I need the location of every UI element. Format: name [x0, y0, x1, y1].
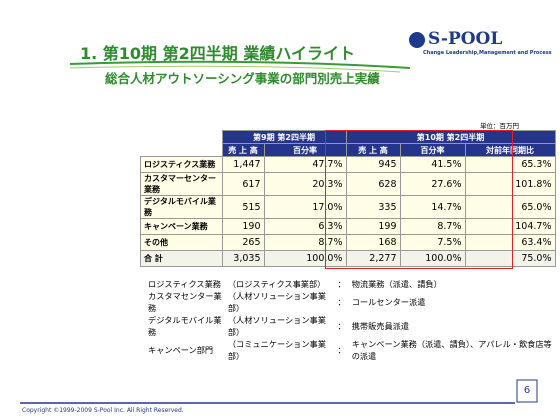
- table: 第9期 第2四半期 第10期 第2四半期売 上 高百分率売 上 高百分率 対前年同期…: [140, 130, 556, 267]
- note-cell: （コミュニケーション事業部）: [227, 339, 326, 361]
- note-row: デジタルモバイル業務 （人材ソリューション事業部） ： 携帯販売員派遣: [148, 314, 560, 338]
- value-cell: 14.7%: [399, 195, 466, 219]
- title: 1. 第10期 第2四半期 業績ハイライト: [80, 44, 356, 63]
- highlight-border: [325, 130, 513, 269]
- column-header: 売 上 高: [221, 143, 265, 157]
- note-row: キャンペーン部門 （コミュニケーション事業部） ： キャンペーン業務（派遣、請負）、ア…: [148, 338, 560, 362]
- table-row: ロジスティクス業務 1,447 47.7% 945 41.5% 65.3%: [140, 156, 556, 173]
- column-header: 売 上 高: [345, 143, 401, 157]
- note-cell: キャンペーン部門: [148, 345, 214, 355]
- column-header: 対前年同期比: [464, 143, 556, 157]
- value-cell: 945: [345, 156, 401, 173]
- row-label: カスタマーセンター業務: [140, 172, 223, 196]
- table-row: デジタルモバイル業務 515 17.0% 335 14.7% 65.0%: [140, 195, 556, 219]
- note-cell: 携帯販売員派遣: [351, 321, 410, 331]
- subtitle: 総合人材アウトソーシング事業の部門別売上実績: [105, 71, 380, 86]
- note-row: ロジスティクス業務 （ロジスティクス事業部） ： 物流業務（派遣、請負）: [148, 277, 560, 290]
- value-cell: 515: [221, 195, 265, 219]
- corner-cell: [140, 130, 222, 157]
- note-cell: ロジスティクス業務: [148, 278, 221, 289]
- row-label: キャンペーン業務: [140, 218, 223, 235]
- value-cell: 7.5%: [399, 234, 466, 251]
- value-cell: 65.3%: [464, 156, 556, 173]
- value-cell: 1,447: [221, 156, 265, 173]
- value-cell: 104.7%: [464, 218, 556, 235]
- value-cell: 190: [221, 218, 265, 235]
- value-cell: 20.3%: [263, 172, 347, 196]
- table-row: その他 265 8.7% 168 7.5% 63.4%: [140, 234, 556, 251]
- row-label: 合 計: [140, 250, 223, 267]
- value-cell: 27.6%: [399, 172, 466, 196]
- value-cell: 3,035: [221, 250, 265, 267]
- note-cell: 物流業務（派遣、請負）: [351, 278, 442, 289]
- value-cell: 265: [221, 234, 265, 251]
- note-cell: ：: [337, 278, 346, 289]
- value-cell: 617: [221, 172, 265, 196]
- note-cell: ：: [337, 297, 346, 307]
- value-cell: 628: [345, 172, 401, 196]
- note-cell: ：: [337, 321, 346, 331]
- note-cell: コールセンター派遣: [351, 297, 426, 307]
- note-cell: （人材ソリューション事業部）: [227, 315, 326, 337]
- value-cell: 63.4%: [464, 234, 556, 251]
- note-cell: デジタルモバイル業務: [148, 315, 222, 337]
- note-cell: （ロジスティクス事業部）: [227, 278, 326, 289]
- copyright: Copyright ©1999-2009 S-Pool Inc. All Rig…: [22, 407, 184, 414]
- value-cell: 75.0%: [464, 250, 556, 267]
- table-row: カスタマーセンター業務 617 20.3% 628 27.6% 101.8%: [140, 172, 556, 196]
- value-cell: 2,277: [345, 250, 401, 267]
- page-number: 6: [523, 385, 531, 396]
- row-label: その他: [140, 234, 223, 251]
- note-row: カスタマセンター業務 （人材ソリューション事業部） ： コールセンター派遣: [148, 290, 560, 314]
- logo-tagline: Change Leadership,Management and Process: [423, 50, 552, 56]
- column-header-row: 売 上 高百分率売 上 高百分率 対前年同期比: [141, 143, 556, 157]
- unit: 単位：百万円: [480, 122, 519, 130]
- note-cell: （人材ソリューション事業部）: [227, 291, 326, 313]
- row-label: デジタルモバイル業務: [140, 195, 223, 219]
- notes: ロジスティクス業務 （ロジスティクス事業部）：物流業務（派遣、請負） カスタマセンタ…: [148, 277, 560, 362]
- value-cell: 41.5%: [399, 156, 466, 173]
- value-cell: 100.0%: [399, 250, 466, 267]
- value-cell: 65.0%: [464, 195, 556, 219]
- value-cell: 168: [345, 234, 401, 251]
- note-cell: ：: [337, 345, 346, 355]
- note-cell: カスタマセンター業務: [148, 291, 222, 313]
- logo: S-POOL: [428, 29, 503, 49]
- row-label: ロジスティクス業務: [140, 156, 223, 173]
- note-cell: キャンペーン業務（派遣、請負）、アパレル・飲食店等の派遣: [351, 339, 552, 361]
